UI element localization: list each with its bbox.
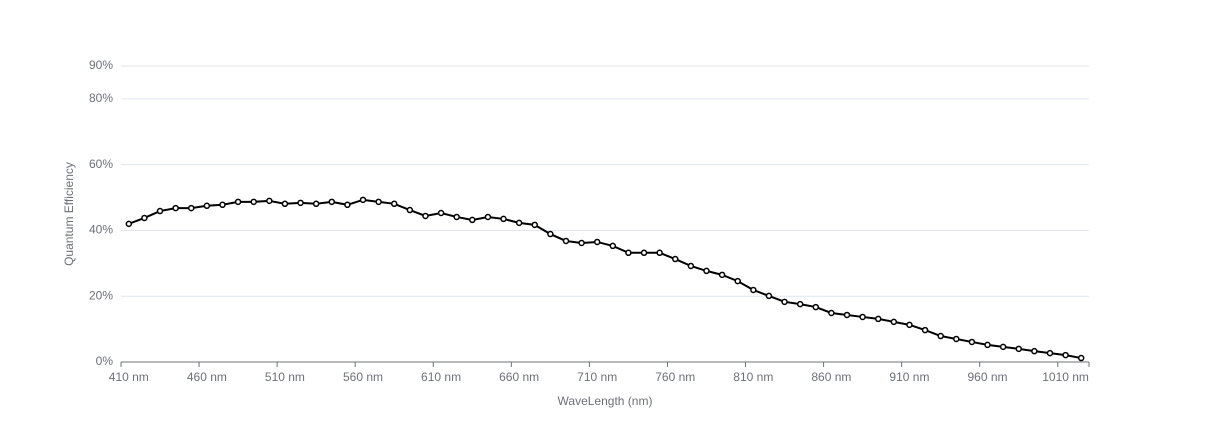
- data-point: [390, 200, 398, 208]
- x-tick-label: 410 nm: [109, 370, 149, 384]
- data-point: [593, 238, 601, 246]
- data-point: [141, 214, 148, 222]
- data-point: [281, 200, 289, 208]
- x-tick-label: 510 nm: [265, 370, 305, 384]
- data-point: [781, 298, 788, 306]
- data-point: [437, 209, 445, 217]
- data-point: [531, 221, 538, 229]
- data-point: [453, 213, 460, 221]
- data-point: [219, 201, 226, 209]
- data-point: [344, 201, 351, 209]
- data-point: [984, 341, 991, 349]
- y-tick-label: 40%: [89, 223, 113, 237]
- data-point: [562, 237, 570, 245]
- data-point: [765, 292, 773, 300]
- x-tick-label: 1010 nm: [1042, 370, 1089, 384]
- y-tick-label: 80%: [89, 91, 113, 105]
- x-tick-label: 810 nm: [733, 370, 773, 384]
- data-point: [687, 262, 695, 270]
- x-tick-label: 710 nm: [577, 370, 617, 384]
- y-tick-label: 90%: [89, 58, 113, 72]
- data-point: [874, 315, 882, 323]
- data-point: [1031, 347, 1038, 355]
- data-point: [500, 215, 507, 223]
- x-tick-label: 760 nm: [655, 370, 695, 384]
- data-point: [625, 249, 632, 257]
- data-point: [312, 200, 320, 208]
- data-point: [953, 335, 960, 343]
- data-point: [515, 219, 523, 227]
- data-point: [406, 206, 414, 214]
- data-point: [578, 239, 585, 247]
- x-tick-label: 560 nm: [343, 370, 383, 384]
- data-point: [968, 338, 976, 346]
- data-point: [266, 197, 273, 205]
- data-point: [921, 326, 929, 334]
- x-axis-label: WaveLength (nm): [558, 394, 653, 408]
- data-point: [609, 242, 617, 250]
- x-tick-label: 910 nm: [889, 370, 929, 384]
- x-tick-label: 960 nm: [968, 370, 1008, 384]
- data-point: [672, 255, 679, 263]
- data-point: [359, 196, 367, 204]
- data-point: [234, 198, 242, 206]
- x-tick-label: 860 nm: [811, 370, 851, 384]
- data-point: [328, 198, 336, 206]
- data-point: [828, 309, 835, 317]
- x-tick-label: 460 nm: [187, 370, 227, 384]
- data-point: [859, 313, 866, 321]
- data-point: [796, 300, 804, 308]
- data-point: [718, 271, 726, 279]
- data-point: [937, 332, 944, 340]
- data-point: [906, 321, 913, 329]
- y-tick-label: 60%: [89, 157, 113, 171]
- data-point: [188, 204, 195, 212]
- data-point: [750, 286, 757, 294]
- data-point: [156, 207, 164, 215]
- data-point: [734, 277, 741, 285]
- data-point: [1046, 349, 1054, 357]
- data-point: [297, 199, 304, 207]
- data-point: [484, 213, 492, 221]
- data-point: [890, 318, 898, 326]
- data-point: [656, 249, 663, 257]
- y-tick-label: 0%: [96, 354, 114, 368]
- data-point: [422, 212, 429, 220]
- data-point: [703, 267, 710, 275]
- data-point: [640, 249, 648, 257]
- data-point: [547, 230, 554, 238]
- data-point: [1077, 354, 1085, 362]
- data-point: [843, 311, 851, 319]
- x-tick-label: 660 nm: [499, 370, 539, 384]
- data-point: [125, 220, 133, 228]
- data-point: [812, 303, 820, 311]
- y-axis-label: Quantum Efficiency: [62, 162, 76, 266]
- data-point: [172, 204, 179, 212]
- data-point: [203, 202, 211, 210]
- data-point: [1015, 345, 1022, 353]
- y-tick-label: 20%: [89, 288, 113, 302]
- data-point: [250, 198, 257, 206]
- x-tick-label: 610 nm: [421, 370, 461, 384]
- data-point: [469, 216, 476, 224]
- data-point: [375, 198, 382, 206]
- data-point: [999, 343, 1007, 351]
- data-point: [1062, 351, 1069, 359]
